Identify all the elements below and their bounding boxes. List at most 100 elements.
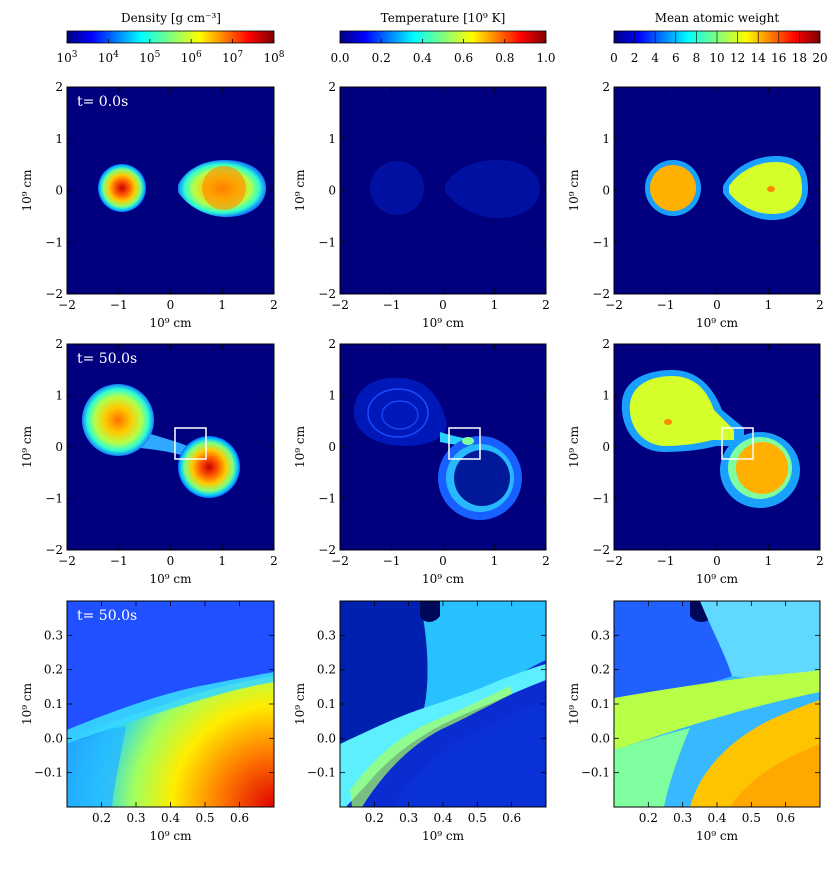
x-axis-label: 10⁹ cm [422, 316, 465, 330]
y-tick-label: −2 [318, 287, 336, 301]
colorbar-tick-label: 107 [222, 50, 243, 65]
colorbar-tick-label: 0 [610, 51, 618, 65]
y-axis-label: 10⁹ cm [293, 425, 307, 468]
y-tick-label: 0.0 [44, 731, 63, 745]
time-label: t= 50.0s [77, 351, 137, 367]
y-tick-label: −2 [592, 287, 610, 301]
x-tick-label: 0.2 [639, 811, 658, 825]
colorbar-mean-atomic-weight: Mean atomic weight 0 2 4 6 8 10 12 14 16 18 20 [610, 11, 827, 65]
y-tick-label: 0.0 [591, 731, 610, 745]
colorbar-mean-atomic-weight-title: Mean atomic weight [655, 11, 780, 25]
y-tick-label: −1 [592, 492, 610, 506]
colorbar-tick-label: 106 [181, 50, 202, 65]
colorbar-tick-label: 104 [98, 50, 119, 65]
panel-axes: 0.2 0.3 0.4 0.5 0.6 0.3 0.2 0.1 0.0 −0.1 10⁹ cm 10⁹… [293, 600, 547, 843]
colorbar-tick-label: 0.4 [413, 51, 432, 65]
x-tick-label: 0.6 [502, 811, 521, 825]
colorbar-tick-label: 8 [693, 51, 701, 65]
colorbar-tick-label: 12 [730, 51, 745, 65]
y-axis-label: 10⁹ cm [293, 169, 307, 212]
hot-spot [462, 437, 474, 445]
x-axis-label: 10⁹ cm [696, 572, 739, 586]
y-tick-label: 0.2 [44, 663, 63, 677]
zoom-box [721, 427, 754, 460]
colorbar-tick-label: 0.0 [330, 51, 349, 65]
y-tick-label: 0.1 [591, 697, 610, 711]
x-tick-label: 0 [167, 554, 175, 568]
x-tick-label: 1 [218, 298, 226, 312]
x-tick-label: 0.2 [92, 811, 111, 825]
star-right-core [454, 450, 510, 506]
y-axis-label: 10⁹ cm [293, 682, 307, 725]
y-tick-label: 1 [602, 389, 610, 403]
x-tick-label: −1 [110, 554, 128, 568]
y-tick-label: 1 [55, 132, 63, 146]
y-tick-label: −1 [318, 492, 336, 506]
x-tick-label: 0.6 [230, 811, 249, 825]
y-tick-label: −0.1 [581, 766, 610, 780]
x-tick-label: 1 [218, 554, 226, 568]
axes-layer: −2 −1 0 1 2 2 1 0 −1 −2 10⁹ cm 10⁹ cm −2 −1 0 1 2 2 1 0 −1 −2… [20, 80, 824, 843]
star-left-body [650, 165, 696, 211]
colorbar-tick-label: 0.6 [454, 51, 473, 65]
colorbar-mean-atomic-weight-ticks: 0 2 4 6 8 10 12 14 16 18 20 [610, 31, 828, 65]
y-tick-label: 0.1 [317, 697, 336, 711]
x-tick-label: 0 [167, 298, 175, 312]
colorbar-tick-label: 0.2 [372, 51, 391, 65]
x-tick-label: 0.6 [776, 811, 795, 825]
time-label: t= 0.0s [77, 94, 128, 110]
x-tick-label: −2 [331, 554, 349, 568]
y-tick-label: 1 [55, 389, 63, 403]
x-tick-label: −2 [58, 298, 76, 312]
x-axis-label: 10⁹ cm [696, 829, 739, 843]
panel-mean-atomic-weight-t50 [614, 344, 820, 550]
y-tick-label: −2 [318, 543, 336, 557]
panel-axes: −2 −1 0 1 2 2 1 0 −1 −2 10⁹ cm 10⁹ cm [293, 337, 550, 586]
x-tick-label: 0 [439, 298, 447, 312]
y-tick-label: 2 [328, 337, 336, 351]
lower-right-region [392, 700, 546, 807]
star-left [370, 161, 424, 215]
y-tick-label: 2 [328, 80, 336, 94]
x-tick-label: −1 [657, 298, 675, 312]
y-tick-label: 2 [602, 80, 610, 94]
y-tick-label: 0.3 [317, 628, 336, 642]
star-right-body [736, 442, 788, 494]
colorbar-tick-label: 16 [771, 51, 786, 65]
star-left-body [629, 376, 734, 446]
y-tick-label: −0.1 [307, 766, 336, 780]
colorbar-temperature-title: Temperature [10⁹ K] [381, 11, 506, 25]
colorbar-tick-label: 10 [709, 51, 724, 65]
y-tick-label: 2 [55, 80, 63, 94]
y-tick-label: 1 [328, 132, 336, 146]
y-tick-label: −1 [45, 235, 63, 249]
y-tick-label: 0.1 [44, 697, 63, 711]
hot-upper-region [420, 601, 546, 713]
panel-density-zoom: t= 50.0s [67, 601, 274, 807]
panel-temperature-t0 [340, 87, 546, 294]
x-tick-label: −2 [58, 554, 76, 568]
y-tick-label: 0.2 [317, 663, 336, 677]
y-axis-label: 10⁹ cm [20, 169, 34, 212]
y-tick-label: 1 [328, 389, 336, 403]
star-right-marker [767, 186, 775, 192]
star-left-marker [664, 419, 672, 425]
x-tick-label: 0.5 [195, 811, 214, 825]
x-tick-label: 1 [491, 298, 499, 312]
x-tick-label: 1 [491, 554, 499, 568]
panel-mean-atomic-weight-zoom [614, 601, 820, 807]
y-tick-label: 0.2 [591, 663, 610, 677]
y-tick-label: 0 [328, 184, 336, 198]
mixed-band [614, 670, 820, 750]
stream-band [67, 672, 274, 744]
panel-temperature-t50 [340, 344, 546, 550]
lower-left-region [614, 728, 690, 807]
y-tick-label: 2 [55, 337, 63, 351]
x-tick-label: 2 [816, 298, 824, 312]
dark-blob [420, 601, 440, 622]
colorbar-tick-label: 4 [651, 51, 659, 65]
panel-axes: 0.2 0.3 0.4 0.5 0.6 0.3 0.2 0.1 0.0 −0.1 10⁹ cm 10⁹… [20, 600, 275, 843]
x-tick-label: −2 [331, 298, 349, 312]
zoom-box [448, 427, 481, 460]
colorbar-tick-label: 18 [792, 51, 807, 65]
